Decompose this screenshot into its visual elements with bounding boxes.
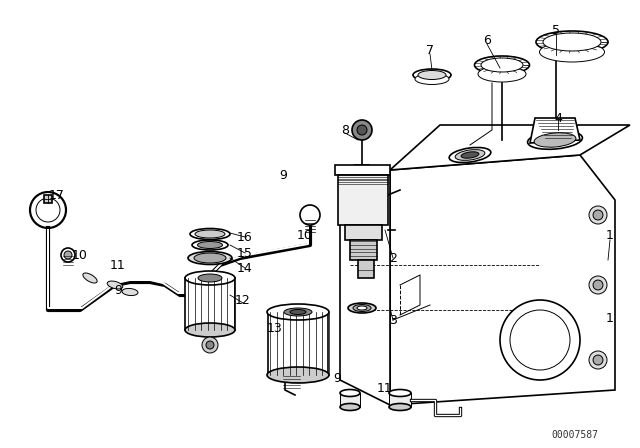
Ellipse shape [290, 310, 306, 314]
Polygon shape [390, 125, 630, 170]
Text: 11: 11 [377, 382, 393, 395]
Ellipse shape [536, 31, 608, 53]
Ellipse shape [481, 58, 523, 72]
Text: 9: 9 [333, 371, 341, 384]
Text: 14: 14 [237, 262, 253, 275]
Ellipse shape [185, 323, 235, 337]
Ellipse shape [108, 281, 123, 289]
Ellipse shape [192, 240, 228, 250]
Ellipse shape [348, 303, 376, 313]
Ellipse shape [198, 274, 222, 282]
Ellipse shape [413, 69, 451, 81]
Text: 4: 4 [554, 112, 562, 125]
Ellipse shape [478, 66, 526, 82]
Text: 3: 3 [389, 314, 397, 327]
Circle shape [593, 280, 603, 290]
Circle shape [64, 251, 72, 259]
Text: 5: 5 [552, 23, 560, 36]
Text: 15: 15 [237, 246, 253, 259]
Text: 2: 2 [389, 251, 397, 264]
Ellipse shape [543, 33, 601, 51]
Ellipse shape [188, 251, 232, 264]
Ellipse shape [195, 230, 225, 238]
Polygon shape [350, 240, 377, 260]
Ellipse shape [198, 241, 223, 249]
Text: 8: 8 [341, 124, 349, 137]
Polygon shape [185, 278, 235, 330]
Bar [389, 393, 411, 407]
Ellipse shape [474, 56, 529, 74]
Text: 6: 6 [483, 34, 491, 47]
Ellipse shape [527, 131, 582, 149]
Ellipse shape [284, 308, 312, 316]
Circle shape [589, 351, 607, 369]
Circle shape [589, 276, 607, 294]
Ellipse shape [185, 271, 235, 285]
Ellipse shape [461, 152, 479, 158]
Circle shape [510, 310, 570, 370]
Circle shape [589, 206, 607, 224]
Ellipse shape [267, 304, 329, 320]
Polygon shape [335, 165, 390, 175]
Circle shape [61, 248, 75, 262]
Ellipse shape [389, 404, 411, 410]
Ellipse shape [194, 253, 226, 263]
Polygon shape [390, 155, 615, 405]
Polygon shape [340, 170, 390, 405]
Text: 7: 7 [426, 43, 434, 56]
Circle shape [500, 300, 580, 380]
Circle shape [206, 341, 214, 349]
Ellipse shape [353, 305, 371, 311]
Text: 11: 11 [110, 258, 126, 271]
Ellipse shape [455, 150, 485, 160]
Ellipse shape [540, 42, 605, 62]
Text: 16: 16 [237, 231, 253, 244]
Text: 12: 12 [235, 293, 251, 306]
Text: 1: 1 [606, 228, 614, 241]
Ellipse shape [534, 133, 576, 147]
Circle shape [357, 125, 367, 135]
Bar [340, 393, 360, 407]
Bar [358, 260, 374, 278]
Ellipse shape [449, 147, 491, 163]
Polygon shape [345, 225, 382, 240]
Text: 17: 17 [49, 189, 65, 202]
Ellipse shape [418, 70, 446, 79]
Circle shape [593, 210, 603, 220]
Text: 10: 10 [297, 228, 313, 241]
Ellipse shape [190, 228, 230, 240]
Text: 10: 10 [72, 249, 88, 262]
Ellipse shape [267, 367, 329, 383]
Circle shape [593, 355, 603, 365]
Circle shape [352, 120, 372, 140]
Ellipse shape [340, 389, 360, 396]
Polygon shape [338, 175, 388, 225]
Text: 9: 9 [279, 168, 287, 181]
Polygon shape [530, 118, 580, 143]
Ellipse shape [340, 404, 360, 410]
Text: 00007587: 00007587 [552, 430, 598, 440]
Circle shape [202, 337, 218, 353]
Text: 9: 9 [114, 284, 122, 297]
Polygon shape [268, 312, 328, 375]
Ellipse shape [389, 389, 411, 396]
Text: 13: 13 [267, 322, 283, 335]
Circle shape [300, 205, 320, 225]
Ellipse shape [415, 73, 449, 85]
Ellipse shape [357, 306, 367, 310]
Text: 1: 1 [606, 311, 614, 324]
Ellipse shape [122, 289, 138, 296]
Bar [44, 195, 52, 203]
Ellipse shape [83, 273, 97, 283]
